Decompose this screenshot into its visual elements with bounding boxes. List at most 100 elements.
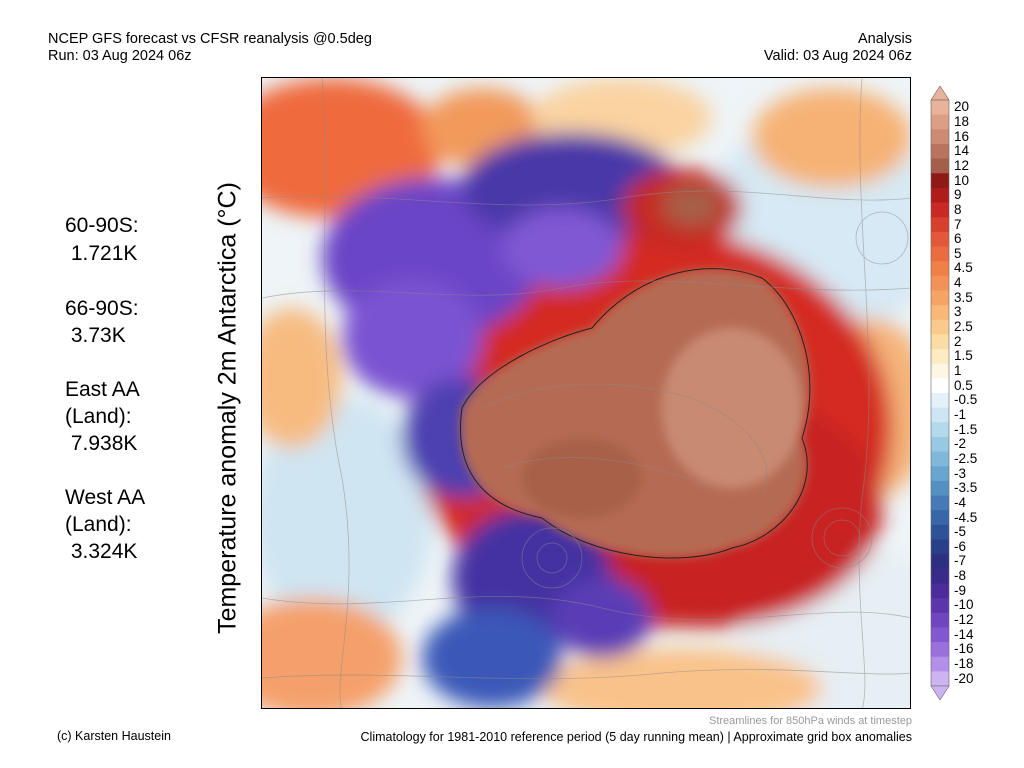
colorbar-top-arrow <box>930 85 950 101</box>
colorbar-swatch <box>931 539 949 555</box>
colorbar-tick-label: 2.5 <box>954 319 973 335</box>
colorbar-swatch <box>931 583 949 599</box>
colorbar-swatch <box>931 466 949 482</box>
colorbar-tick-label: -3 <box>954 465 967 481</box>
credit: (c) Karsten Haustein <box>57 729 171 743</box>
colorbar-swatch <box>931 436 949 453</box>
colorbar-tick-label: -6 <box>954 538 967 554</box>
colorbar-swatch <box>931 173 949 189</box>
colorbar-tick-label: -0.5 <box>954 392 978 408</box>
run-time: Run: 03 Aug 2024 06z <box>48 48 192 64</box>
colorbar-tick-label: 4.5 <box>954 260 973 276</box>
colorbar-swatch <box>931 363 949 379</box>
colorbar-swatch <box>931 187 949 204</box>
stat-66-90s-label: 66-90S: <box>65 297 139 320</box>
stat-west-aa-value: 3.324K <box>65 540 138 563</box>
colorbar-swatch <box>931 480 949 497</box>
colorbar-tick-label: 4 <box>954 275 962 291</box>
colorbar-tick-label: -1 <box>954 406 967 422</box>
anomaly-map <box>261 77 911 709</box>
colorbar-tick-label: 20 <box>954 99 970 115</box>
colorbar-swatch <box>931 671 949 687</box>
colorbar-tick-label: -1.5 <box>954 421 978 437</box>
colorbar-swatch <box>931 231 949 247</box>
colorbar-swatch <box>931 656 949 672</box>
colorbar-tick-label: 1 <box>954 363 962 379</box>
colorbar-swatch <box>931 393 949 409</box>
colorbar-swatch <box>931 598 949 614</box>
colorbar-swatch <box>931 202 949 218</box>
colorbar-swatch <box>931 568 949 584</box>
colorbar-tick-label: -9 <box>954 582 967 598</box>
colorbar-swatch <box>931 143 949 160</box>
colorbar-swatch <box>931 275 949 291</box>
stat-west-aa-label: West AA (Land): <box>65 486 146 536</box>
colorbar-tick-label: 7 <box>954 216 962 232</box>
colorbar-tick-label: 5 <box>954 245 962 261</box>
colorbar-tick-label: 2 <box>954 333 962 349</box>
colorbar-tick-label: -4.5 <box>954 509 978 525</box>
colorbar-tick-label: 9 <box>954 187 962 203</box>
colorbar-tick-label: 10 <box>954 172 970 188</box>
colorbar-swatch <box>931 129 949 145</box>
analysis-label: Analysis <box>858 31 912 47</box>
colorbar-tick-label: -20 <box>954 670 974 686</box>
colorbar-tick-label: 12 <box>954 157 970 173</box>
colorbar-tick-label: 8 <box>954 201 962 217</box>
colorbar-tick-label: 0.5 <box>954 377 973 393</box>
stat-60-90s-value: 1.721K <box>65 242 138 265</box>
stat-east-aa-value: 7.938K <box>65 432 138 455</box>
colorbar-tick-label: 3.5 <box>954 289 973 305</box>
colorbar-swatch <box>931 524 949 540</box>
colorbar-swatch <box>931 422 949 438</box>
colorbar-swatch <box>931 627 949 643</box>
colorbar-tick-label: 3 <box>954 304 962 320</box>
colorbar-swatch <box>931 246 949 262</box>
streamlines-note: Streamlines for 850hPa winds at timestep <box>709 715 912 727</box>
colorbar-tick-label: -10 <box>954 597 974 613</box>
colorbar-swatch <box>931 217 949 233</box>
colorbar-swatch <box>931 510 949 526</box>
colorbar-swatch <box>931 378 949 394</box>
colorbar-swatch <box>931 305 949 321</box>
colorbar-tick-label: 1.5 <box>954 348 973 364</box>
colorbar <box>930 85 950 705</box>
stat-east-aa-label: East AA (Land): <box>65 378 140 428</box>
colorbar-swatch <box>931 290 949 306</box>
chart-title: NCEP GFS forecast vs CFSR reanalysis @0.… <box>48 31 372 47</box>
colorbar-tick-label: 18 <box>954 113 970 129</box>
colorbar-tick-label: -3.5 <box>954 480 978 496</box>
climatology-note: Climatology for 1981-2010 reference peri… <box>360 730 912 744</box>
colorbar-tick-label: 6 <box>954 231 962 247</box>
stat-66-90s-value: 3.73K <box>65 324 126 347</box>
colorbar-tick-label: -16 <box>954 641 974 657</box>
antarctica-coastline <box>460 268 811 559</box>
stat-60-90s-label: 60-90S: <box>65 214 139 237</box>
colorbar-swatch <box>931 100 949 116</box>
colorbar-swatch <box>931 451 949 467</box>
colorbar-swatch <box>931 612 949 628</box>
colorbar-swatch <box>931 349 949 365</box>
colorbar-swatch <box>931 495 949 511</box>
colorbar-tick-label: -12 <box>954 612 974 628</box>
colorbar-swatch <box>931 554 949 570</box>
colorbar-swatch <box>931 334 949 350</box>
colorbar-swatch <box>931 158 949 174</box>
colorbar-tick-label: -2.5 <box>954 450 978 466</box>
colorbar-swatch <box>931 642 949 658</box>
colorbar-tick-label: 14 <box>954 143 970 159</box>
colorbar-swatch <box>931 114 949 130</box>
colorbar-tick-label: -5 <box>954 524 967 540</box>
wind-streamlines <box>262 78 910 708</box>
colorbar-swatch <box>931 319 949 335</box>
valid-time: Valid: 03 Aug 2024 06z <box>763 48 912 64</box>
colorbar-swatch <box>931 407 949 423</box>
colorbar-tick-label: -4 <box>954 494 967 510</box>
colorbar-tick-label: -14 <box>954 626 974 642</box>
colorbar-tick-label: 16 <box>954 128 970 144</box>
colorbar-tick-label: -2 <box>954 436 967 452</box>
colorbar-bottom-arrow <box>930 685 950 701</box>
colorbar-swatch <box>931 261 949 277</box>
colorbar-tick-label: -8 <box>954 568 967 584</box>
colorbar-tick-label: -7 <box>954 553 967 569</box>
